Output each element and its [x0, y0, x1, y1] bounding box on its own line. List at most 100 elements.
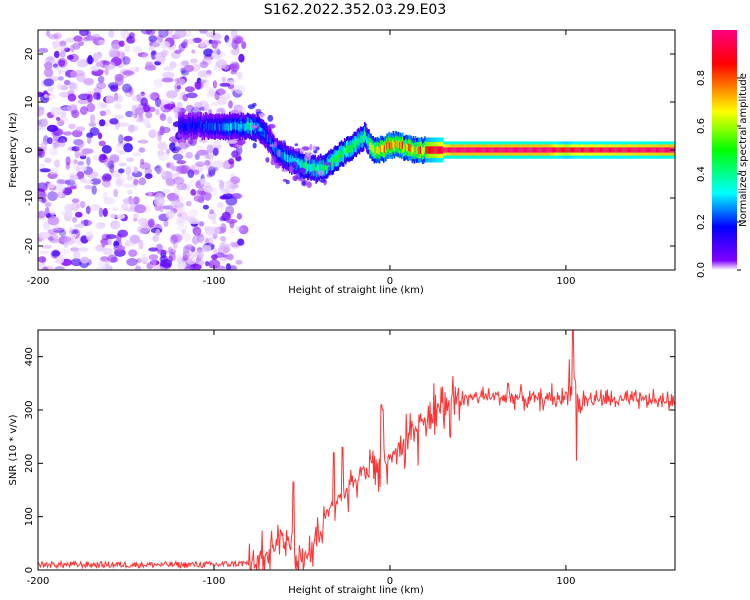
noise-blob — [123, 143, 133, 153]
ridge-cell — [594, 147, 596, 153]
ridge-cell — [565, 147, 568, 153]
noise-blob — [77, 161, 85, 166]
noise-blob — [96, 82, 107, 90]
noise-blob — [91, 33, 101, 39]
ridge-cell — [384, 145, 386, 153]
noise-blob — [148, 254, 159, 261]
ridge-cell — [446, 147, 448, 153]
ridge-cell — [356, 138, 359, 146]
noise-blob — [166, 90, 178, 99]
ridge-cell — [244, 123, 247, 132]
ridge-cell — [650, 147, 652, 153]
noise-blob — [42, 221, 51, 231]
ridge-cell — [181, 120, 183, 128]
ridge-cell — [483, 147, 485, 153]
noise-blob — [193, 101, 202, 108]
ridge-cell — [243, 123, 246, 131]
ridge-cell — [489, 147, 492, 153]
noise-blob — [186, 258, 196, 265]
ridge-cell — [463, 147, 465, 153]
ridge-cell — [233, 123, 235, 131]
noise-blob — [121, 183, 133, 188]
ridge-cell — [197, 120, 199, 128]
noise-blob — [165, 210, 175, 220]
noise-blob — [145, 111, 153, 119]
ridge-cell — [246, 121, 249, 129]
noise-blob — [121, 198, 133, 204]
ridge-cell — [342, 150, 345, 158]
ridge-cell — [331, 158, 333, 167]
ridge-cell — [663, 147, 666, 153]
ridge-cell — [234, 121, 236, 129]
noise-blob — [215, 59, 227, 69]
ridge-cell — [364, 130, 366, 139]
noise-blob — [47, 92, 56, 100]
ridge-cell — [377, 146, 380, 155]
noise-blob — [83, 219, 89, 227]
noise-blob — [102, 247, 113, 256]
noise-blob — [128, 249, 138, 257]
noise-blob — [173, 146, 182, 151]
noise-blob — [58, 187, 63, 198]
ridge-cell — [351, 144, 353, 152]
ridge-cell — [309, 161, 311, 170]
noise-blob — [185, 104, 195, 113]
noise-blob — [38, 210, 46, 219]
spectrogram-image — [38, 30, 675, 270]
noise-blob — [78, 140, 85, 148]
ridge-cell — [622, 147, 625, 153]
ridge-cell — [549, 147, 552, 153]
noise-blob — [152, 235, 159, 242]
ridge-cell — [523, 147, 525, 153]
colorbar-label: Normalized spectral amplitude — [738, 73, 749, 227]
ridge-cell — [258, 124, 260, 132]
noise-blob — [99, 119, 106, 127]
ridge-cell — [259, 127, 262, 135]
y-tick-label: 0 — [24, 567, 35, 573]
noise-blob — [75, 126, 86, 132]
ridge-cell — [362, 134, 365, 143]
noise-blob — [101, 145, 112, 154]
transition-blob — [297, 153, 305, 160]
noise-blob — [171, 165, 182, 172]
noise-blob — [58, 44, 68, 52]
noise-blob — [118, 149, 127, 155]
ridge-cell — [662, 147, 665, 153]
noise-blob — [132, 152, 141, 157]
noise-blob — [77, 99, 90, 105]
noise-blob — [181, 183, 191, 191]
ridge-cell — [641, 147, 644, 153]
noise-blob — [122, 83, 132, 93]
ridge-cell — [578, 147, 580, 153]
ridge-cell — [553, 147, 555, 153]
ridge-cell — [184, 123, 187, 132]
ridge-cell — [410, 144, 412, 152]
noise-blob — [199, 178, 205, 186]
snr-x-ticks: -200 -100 0 100 — [27, 330, 575, 587]
noise-blob — [116, 213, 126, 220]
noise-blob — [39, 168, 51, 173]
noise-blob — [114, 93, 124, 104]
ridge-cell — [219, 123, 221, 132]
noise-blob — [108, 30, 115, 38]
ridge-cell — [391, 142, 393, 151]
ridge-cell — [519, 147, 521, 153]
ridge-cell — [435, 146, 438, 154]
noise-blob — [108, 49, 118, 58]
ridge-cell — [207, 123, 210, 132]
ridge-cell — [288, 154, 290, 163]
noise-blob — [78, 93, 91, 101]
noise-blob — [131, 112, 136, 122]
noise-blob — [80, 256, 90, 264]
noise-blob — [154, 196, 165, 207]
ridge-cell — [479, 147, 481, 153]
ridge-cell — [440, 146, 442, 154]
ridge-cell — [270, 137, 272, 145]
ridge-cell — [534, 147, 536, 153]
ridge-cell — [199, 121, 201, 130]
transition-blob — [302, 180, 306, 186]
noise-blob — [162, 71, 175, 79]
ridge-cell — [300, 160, 303, 168]
